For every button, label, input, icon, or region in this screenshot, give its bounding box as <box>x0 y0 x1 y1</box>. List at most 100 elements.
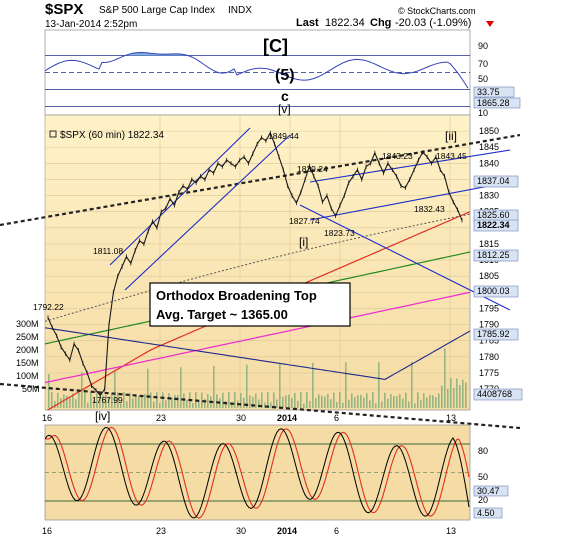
volume-bar <box>369 400 371 408</box>
volume-bar <box>186 400 188 408</box>
volume-bar <box>228 392 230 408</box>
chart-symbol: $SPX <box>45 1 83 18</box>
bot-x-tick-23: 23 <box>156 526 166 536</box>
last-value: 1822.34 <box>325 17 365 29</box>
chg-value: -20.03 (-1.09%) <box>395 17 471 29</box>
price-tick-label: 1850 <box>479 126 499 136</box>
volume-bar <box>117 392 119 408</box>
volume-bar <box>99 396 101 408</box>
volume-bar <box>459 385 461 408</box>
wave-label-five: (5) <box>275 67 295 84</box>
volume-bar <box>288 394 290 408</box>
callout-line-2: Avg. Target ~ 1365.00 <box>156 307 288 322</box>
volume-bar <box>360 394 362 408</box>
volume-bar <box>198 401 200 408</box>
volume-bar <box>213 365 215 408</box>
volume-bar <box>315 398 317 408</box>
x-tick-13: 13 <box>446 413 456 423</box>
volume-bars <box>48 348 467 408</box>
price-tick-label: 1775 <box>479 368 499 378</box>
volume-bar <box>303 403 305 408</box>
volume-bar <box>294 392 296 408</box>
volume-bar <box>309 401 311 408</box>
volume-bar <box>204 398 206 408</box>
bottom-axis-ticks: 80 50 20 <box>478 446 488 505</box>
volume-bar <box>354 397 356 408</box>
volume-bar <box>93 399 95 408</box>
top-panel-levels <box>45 55 470 107</box>
price-tag-box <box>473 285 519 298</box>
volume-bar <box>345 362 347 408</box>
volume-bar <box>174 394 176 408</box>
volume-bar <box>420 400 422 408</box>
volume-bar <box>105 394 107 408</box>
volume-bar <box>108 397 110 408</box>
volume-bar <box>249 395 251 408</box>
x-tick-23: 23 <box>156 413 166 423</box>
volume-bar <box>429 394 431 408</box>
volume-bar <box>69 396 71 408</box>
volume-bar <box>435 397 437 408</box>
chart-index-name: S&P 500 Large Cap Index <box>99 5 215 16</box>
volume-bar <box>402 398 404 408</box>
price-tag-label: 1800.03 <box>477 286 510 296</box>
wedge-lower-line <box>309 181 511 221</box>
volume-bar <box>168 393 170 408</box>
vol-tick-100: 100M <box>16 371 39 381</box>
volume-bar <box>447 388 449 408</box>
point-label-1849: 1849.44 <box>268 131 299 141</box>
volume-bar <box>330 399 332 408</box>
up-channel-lower <box>109 127 251 266</box>
top-tick-90: 90 <box>478 41 488 51</box>
volume-bar <box>129 392 131 408</box>
volume-bar <box>264 402 266 408</box>
volume-bar <box>225 401 227 408</box>
volume-bar <box>66 395 68 408</box>
volume-bar <box>276 399 278 408</box>
volume-bar <box>465 382 467 408</box>
price-tick-label: 1815 <box>479 239 499 249</box>
price-series-points <box>47 130 463 398</box>
top-tick-10: 10 <box>478 108 488 118</box>
volume-bar <box>300 392 302 408</box>
volume-bar <box>258 399 260 408</box>
volume-bar <box>267 392 269 408</box>
price-tick-label: 1845 <box>479 142 499 152</box>
bottom-value-tags: 30.47 4.50 <box>473 485 509 519</box>
vol-tick-300: 300M <box>16 319 39 329</box>
volume-bar <box>366 393 368 408</box>
volume-bar <box>87 402 89 408</box>
volume-bar <box>357 395 359 408</box>
vol-tick-150: 150M <box>16 358 39 368</box>
x-tick-6: 6 <box>334 413 339 423</box>
wave-label-v: [v] <box>278 102 291 116</box>
price-tag-label: 1812.25 <box>477 250 510 260</box>
point-label-1767: 1767.99 <box>92 395 123 405</box>
volume-bar <box>255 393 257 408</box>
volume-bar <box>126 401 128 408</box>
bot-tick-50: 50 <box>478 472 488 482</box>
volume-bar <box>348 399 350 408</box>
volume-bar <box>96 393 98 408</box>
price-tick-label: 1795 <box>479 303 499 313</box>
volume-bar <box>282 396 284 408</box>
price-tag-label: 1785.92 <box>477 329 510 339</box>
price-tag-box <box>473 219 519 232</box>
price-legend: $SPX (60 min) 1822.34 <box>60 130 164 141</box>
volume-bar <box>162 392 164 408</box>
top-value-tags: 33.75 1865.28 <box>473 86 521 109</box>
price-point-labels: 1792.22 1767.99 1811.08 1849.44 1839.24 … <box>33 131 467 405</box>
volume-bar <box>399 394 401 408</box>
wave-label-ii: [ii] <box>445 129 457 143</box>
price-tag-label: 1822.34 <box>477 220 510 230</box>
volume-bar <box>177 395 179 408</box>
volume-bar <box>231 403 233 408</box>
broadening-upper-line <box>0 133 521 227</box>
volume-bar <box>222 392 224 408</box>
point-label-1827: 1827.74 <box>289 216 320 226</box>
volume-bar <box>84 392 86 408</box>
volume-bar <box>54 400 56 408</box>
volume-bar <box>462 379 464 408</box>
